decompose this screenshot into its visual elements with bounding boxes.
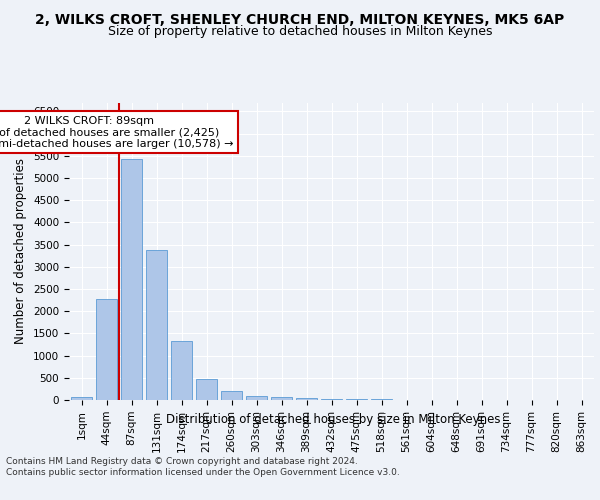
Bar [321,398,342,400]
Bar [196,378,217,400]
Bar [271,397,292,400]
Bar [246,396,267,400]
Bar [346,399,367,400]
Text: Size of property relative to detached houses in Milton Keynes: Size of property relative to detached ho… [108,25,492,38]
Text: Contains HM Land Registry data © Crown copyright and database right 2024.
Contai: Contains HM Land Registry data © Crown c… [6,458,400,477]
Bar [296,398,317,400]
Bar [121,159,142,400]
Bar [96,299,117,400]
Bar [171,342,192,400]
Bar [146,250,167,400]
Text: 2 WILKS CROFT: 89sqm
← 18% of detached houses are smaller (2,425)
81% of semi-de: 2 WILKS CROFT: 89sqm ← 18% of detached h… [0,116,234,149]
Text: 2, WILKS CROFT, SHENLEY CHURCH END, MILTON KEYNES, MK5 6AP: 2, WILKS CROFT, SHENLEY CHURCH END, MILT… [35,12,565,26]
Bar [221,391,242,400]
Bar [71,397,92,400]
Y-axis label: Number of detached properties: Number of detached properties [14,158,28,344]
Text: Distribution of detached houses by size in Milton Keynes: Distribution of detached houses by size … [166,412,500,426]
